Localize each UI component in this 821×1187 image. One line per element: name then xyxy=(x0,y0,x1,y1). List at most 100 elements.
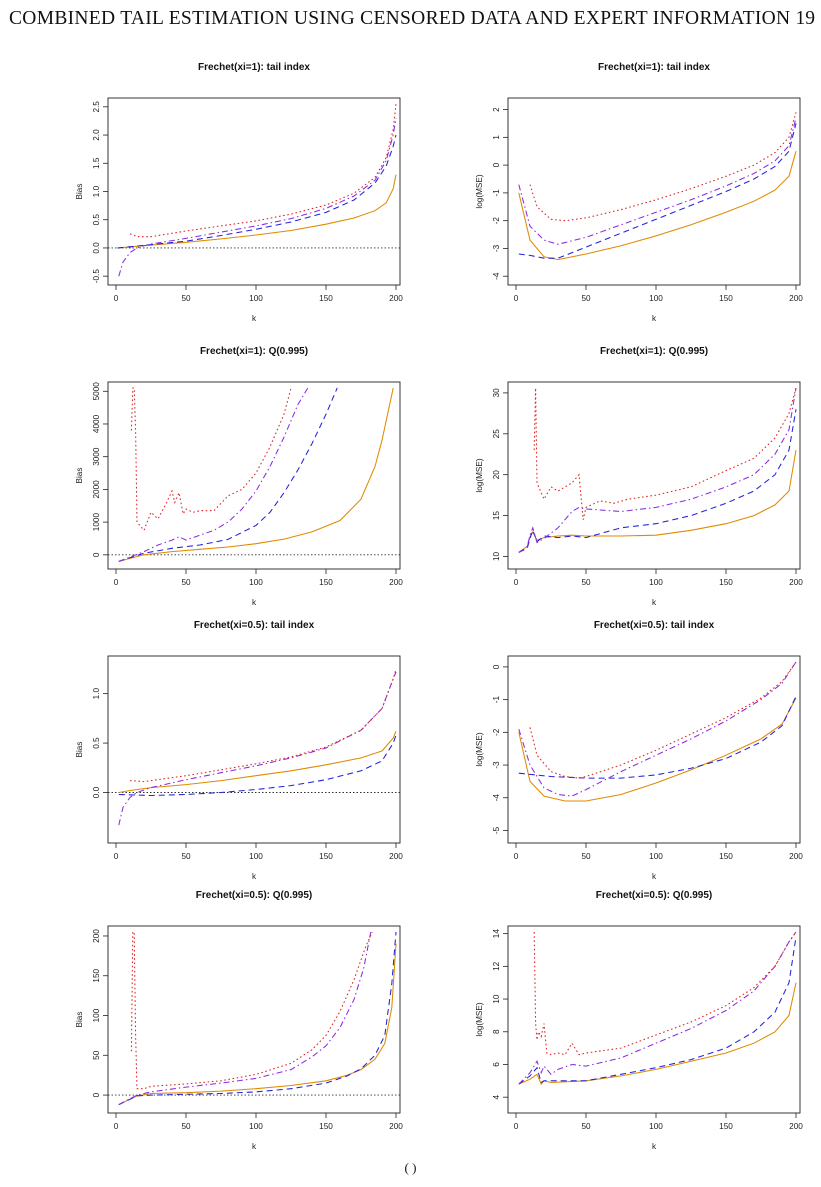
series-line-3 xyxy=(533,931,797,1056)
y-tick-label: 3000 xyxy=(92,447,101,466)
y-tick-label: 8 xyxy=(492,1029,501,1034)
y-tick-label: 0 xyxy=(492,664,501,669)
y-axis-label: log(MSE) xyxy=(475,458,484,492)
x-tick-label: 0 xyxy=(114,578,119,587)
chart-panel: Frechet(xi=0.5): tail index 0 50 100 150 200 -… xyxy=(420,610,810,881)
y-tick-label: 0.5 xyxy=(92,737,101,749)
figure-caption: ( ) xyxy=(404,1160,417,1175)
y-tick-label: -1 xyxy=(492,696,501,704)
series-line-1 xyxy=(117,134,397,249)
y-tick-label: 10 xyxy=(492,551,501,561)
x-tick-label: 0 xyxy=(514,852,519,861)
x-tick-label: 200 xyxy=(389,852,403,861)
y-tick-label: 5000 xyxy=(92,382,101,401)
series-line-2 xyxy=(118,931,372,1106)
chart-title: Frechet(xi=1): Q(0.995) xyxy=(200,346,308,357)
y-tick-label: -3 xyxy=(492,244,501,252)
x-tick-label: 200 xyxy=(789,294,803,303)
y-tick-label: 150 xyxy=(92,968,101,982)
x-tick-label: 50 xyxy=(581,578,591,587)
x-tick-label: 150 xyxy=(319,852,333,861)
x-tick-label: 100 xyxy=(649,852,663,861)
x-tick-label: 0 xyxy=(514,1122,519,1131)
chart-svg: Frechet(xi=1): tail index 0 50 100 150 200 -4 -… xyxy=(475,62,803,323)
y-tick-label: 10 xyxy=(492,994,501,1004)
chart-panel: Frechet(xi=0.5): Q(0.995) 0 50 100 150 200 0 50… xyxy=(20,880,410,1151)
series-line-3 xyxy=(129,103,397,238)
y-tick-label: 14 xyxy=(492,929,501,939)
page-header: COMBINED TAIL ESTIMATION USING CENSORED … xyxy=(0,8,821,42)
series-line-2 xyxy=(518,931,797,1085)
x-tick-label: 150 xyxy=(719,578,733,587)
series-line-2 xyxy=(518,117,797,245)
y-tick-label: 0.0 xyxy=(92,786,101,798)
series-line-0 xyxy=(118,387,394,562)
page-number: 19 xyxy=(795,8,816,29)
plot-frame xyxy=(507,381,801,570)
chart-title: Frechet(xi=1): tail index xyxy=(198,62,310,73)
series-line-2 xyxy=(118,118,397,277)
series-line-2 xyxy=(118,671,397,826)
series-line-3 xyxy=(529,112,797,222)
y-tick-label: 0 xyxy=(92,552,101,557)
y-axis-label: Bias xyxy=(75,1012,84,1028)
chart-panel: Frechet(xi=1): tail index 0 50 100 150 200 -0.… xyxy=(20,52,410,323)
x-tick-label: 100 xyxy=(249,578,263,587)
y-axis-label: Bias xyxy=(75,468,84,484)
y-tick-label: 12 xyxy=(492,961,501,971)
series-line-0 xyxy=(518,982,797,1086)
x-tick-label: 50 xyxy=(181,294,191,303)
y-tick-label: 100 xyxy=(92,1008,101,1022)
series-line-3 xyxy=(130,387,292,532)
x-tick-label: 150 xyxy=(319,578,333,587)
x-tick-label: 200 xyxy=(389,1122,403,1131)
series-line-0 xyxy=(118,943,397,1106)
chart-panel: Frechet(xi=1): tail index 0 50 100 150 200 -4 -… xyxy=(420,52,810,323)
plot-frame xyxy=(507,925,801,1114)
chart-title: Frechet(xi=0.5): tail index xyxy=(594,620,715,631)
series-line-0 xyxy=(518,151,797,261)
x-tick-label: 100 xyxy=(249,852,263,861)
y-tick-label: -2 xyxy=(492,217,501,225)
x-tick-label: 200 xyxy=(389,294,403,303)
y-tick-label: 1000 xyxy=(92,513,101,532)
x-tick-label: 200 xyxy=(789,852,803,861)
x-axis-label: k xyxy=(652,314,657,323)
y-tick-label: 6 xyxy=(492,1062,501,1067)
running-header-title: COMBINED TAIL ESTIMATION USING CENSORED … xyxy=(9,8,791,29)
y-tick-label: 0 xyxy=(92,1092,101,1097)
series-line-3 xyxy=(130,931,373,1090)
x-tick-label: 200 xyxy=(389,578,403,587)
x-tick-label: 0 xyxy=(114,852,119,861)
series-line-2 xyxy=(518,661,797,797)
series-line-3 xyxy=(129,668,397,783)
y-tick-label: 4000 xyxy=(92,414,101,433)
x-tick-label: 150 xyxy=(319,1122,333,1131)
x-tick-label: 100 xyxy=(649,294,663,303)
series-line-1 xyxy=(518,936,797,1085)
y-tick-label: 200 xyxy=(92,929,101,943)
chart-panel: Frechet(xi=0.5): Q(0.995) 0 50 100 150 200 4 6 8… xyxy=(420,880,810,1151)
x-axis-label: k xyxy=(652,872,657,881)
y-tick-label: 2.0 xyxy=(92,129,101,141)
series-line-1 xyxy=(118,735,397,797)
series-line-0 xyxy=(118,731,397,794)
series-line-1 xyxy=(118,387,338,562)
chart-panel: Frechet(xi=1): Q(0.995) 0 50 100 150 200 10 15 2… xyxy=(420,336,810,607)
y-tick-label: -0.5 xyxy=(92,269,101,284)
x-tick-label: 0 xyxy=(114,294,119,303)
x-tick-label: 50 xyxy=(581,852,591,861)
y-tick-label: -4 xyxy=(492,272,501,280)
chart-title: Frechet(xi=0.5): tail index xyxy=(194,620,315,631)
plot-frame xyxy=(507,655,801,844)
x-axis-label: k xyxy=(252,314,257,323)
y-tick-label: -1 xyxy=(492,189,501,197)
y-tick-label: -5 xyxy=(492,826,501,834)
series-line-1 xyxy=(118,931,397,1106)
x-axis-label: k xyxy=(252,1142,257,1151)
x-tick-label: 0 xyxy=(514,578,519,587)
x-tick-label: 50 xyxy=(181,852,191,861)
chart-panel: Frechet(xi=0.5): tail index 0 50 100 150 200 0… xyxy=(20,610,410,881)
x-tick-label: 50 xyxy=(181,578,191,587)
series-line-2 xyxy=(118,387,309,562)
